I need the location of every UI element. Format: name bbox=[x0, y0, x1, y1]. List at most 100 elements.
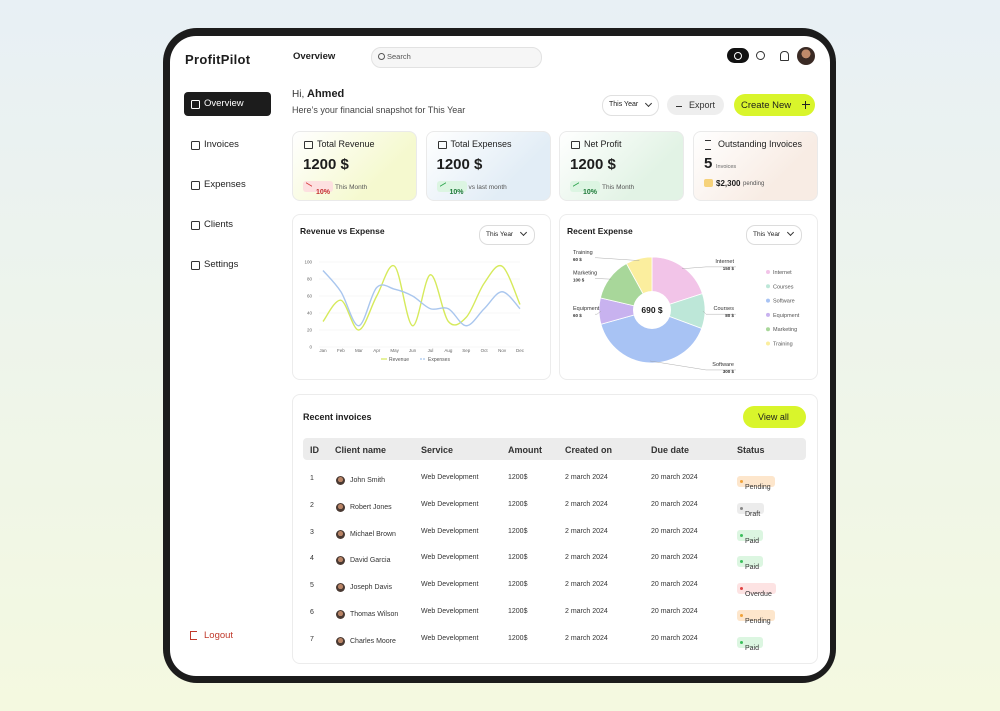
status-label: Draft bbox=[745, 510, 761, 518]
client-avatar bbox=[336, 476, 345, 485]
status-dot bbox=[740, 640, 743, 644]
create-new-label: Create New bbox=[741, 100, 792, 111]
nav-icon bbox=[191, 181, 200, 190]
status-dot bbox=[740, 587, 743, 591]
card-note: vs last month bbox=[468, 184, 507, 191]
create-new-button[interactable]: Create New bbox=[734, 94, 815, 116]
status-badge: Paid bbox=[737, 529, 764, 545]
status-badge: Overdue bbox=[737, 583, 776, 598]
status-badge: Draft bbox=[737, 502, 765, 518]
bell-icon[interactable] bbox=[780, 51, 789, 61]
table-cell: Web Development bbox=[421, 581, 479, 589]
change-badge: 10% bbox=[436, 181, 467, 196]
client-name: John Smith bbox=[350, 477, 386, 484]
moon-icon[interactable] bbox=[756, 51, 765, 60]
card-title: Total Expenses bbox=[450, 139, 512, 149]
sun-icon bbox=[734, 52, 742, 60]
table-cell: 1 bbox=[310, 475, 314, 482]
stat-card: Total Revenue 1200 $ 10% This Month bbox=[292, 131, 417, 201]
status-badge: Paid bbox=[737, 556, 764, 571]
export-button[interactable]: Export bbox=[667, 95, 724, 115]
client-avatar bbox=[336, 502, 345, 512]
export-icon bbox=[676, 100, 682, 107]
table-cell: 2 march 2024 bbox=[565, 527, 608, 535]
filter-label: This Year bbox=[486, 231, 514, 238]
status-dot bbox=[740, 533, 743, 537]
client-avatar bbox=[336, 529, 345, 539]
status-badge: Pending bbox=[737, 610, 775, 625]
page-title: Overview bbox=[293, 51, 336, 62]
panel: Recent Expense This Year bbox=[559, 214, 818, 380]
table-cell: 1200$ bbox=[508, 554, 528, 562]
search-icon bbox=[378, 53, 385, 60]
status-label: Pending bbox=[745, 484, 771, 491]
nav-icon bbox=[191, 141, 200, 150]
greeting: Hi, bbox=[292, 89, 305, 100]
nav-label: Settings bbox=[204, 259, 239, 270]
table-cell: 1200$ bbox=[508, 581, 528, 589]
nav-icon bbox=[191, 261, 200, 270]
table-cell: 20 march 2024 bbox=[651, 554, 698, 562]
chart-title: Revenue vs Expense bbox=[300, 226, 385, 236]
filter-label: This Year bbox=[753, 231, 781, 238]
column-header: Created on bbox=[565, 445, 613, 455]
nav-label: Expenses bbox=[204, 179, 246, 190]
plus-icon bbox=[802, 101, 810, 109]
table-cell: 20 march 2024 bbox=[651, 474, 698, 481]
export-label: Export bbox=[689, 100, 716, 110]
card-value: 1200 $ bbox=[436, 156, 483, 173]
change-badge: 10% bbox=[570, 181, 601, 196]
table-cell: Web Development bbox=[421, 554, 479, 562]
column-header: ID bbox=[310, 445, 319, 455]
pending-amount: $2,300 bbox=[716, 179, 741, 188]
table-cell: Web Development bbox=[421, 474, 479, 481]
table-cell: 2 march 2024 bbox=[565, 474, 608, 481]
table-cell: Web Development bbox=[421, 634, 479, 642]
panel: Recent invoices View all ID Client name Serv… bbox=[292, 394, 818, 664]
nav-label: Overview bbox=[204, 98, 244, 109]
period-select[interactable]: This Year bbox=[602, 95, 659, 116]
stat-card: Total Expenses 1200 $ 10% vs last month bbox=[425, 131, 551, 201]
chevron bbox=[519, 228, 528, 237]
table-cell: 7 bbox=[310, 635, 314, 643]
nav-item[interactable]: Settings bbox=[184, 253, 271, 277]
table-cell: 2 march 2024 bbox=[565, 500, 608, 508]
stat-card: Net Profit 1200 $ 10% This Month bbox=[559, 131, 684, 201]
table-cell: 20 march 2024 bbox=[651, 581, 698, 589]
table-cell: 4 bbox=[310, 555, 314, 563]
nav-icon bbox=[191, 221, 200, 230]
client-name: Michael Brown bbox=[350, 530, 396, 538]
search-box[interactable]: Search bbox=[371, 47, 542, 68]
table-cell: 20 march 2024 bbox=[651, 634, 698, 642]
nav-item[interactable]: Clients bbox=[184, 213, 271, 237]
nav-item[interactable]: Overview bbox=[184, 92, 271, 116]
coin-icon bbox=[704, 179, 713, 187]
filter-select[interactable]: This Year bbox=[479, 225, 535, 245]
table-cell: 1200$ bbox=[508, 474, 528, 481]
panel: Revenue vs Expense This Year bbox=[292, 214, 551, 380]
nav-item[interactable]: Invoices bbox=[184, 133, 271, 157]
table-cell: 1200$ bbox=[508, 608, 528, 615]
view-all-button[interactable]: View all bbox=[743, 406, 806, 428]
period-label: This Year bbox=[609, 101, 639, 108]
client-avatar bbox=[336, 610, 345, 619]
card-note: This Month bbox=[335, 184, 368, 191]
change-value: 10% bbox=[316, 189, 331, 196]
table-title: Recent invoices bbox=[303, 412, 372, 422]
filter-select[interactable]: This Year bbox=[746, 225, 802, 245]
chevron bbox=[786, 228, 795, 237]
amount-note: pending bbox=[743, 181, 765, 187]
card-icon bbox=[571, 141, 580, 149]
change-badge: 10% bbox=[303, 181, 334, 196]
table-cell: 1200$ bbox=[508, 527, 528, 535]
change-value: 10% bbox=[583, 189, 598, 196]
client-avatar bbox=[336, 636, 345, 646]
brand-logo: ProfitPilot bbox=[185, 52, 251, 67]
status-label: Paid bbox=[745, 537, 760, 545]
client-name: David Garcia bbox=[350, 557, 391, 565]
status-dot bbox=[740, 560, 743, 564]
table-cell: 1200$ bbox=[508, 500, 528, 508]
status-label: Pending bbox=[745, 618, 771, 625]
nav-item[interactable]: Expenses bbox=[184, 173, 271, 197]
user-avatar[interactable] bbox=[797, 47, 815, 65]
